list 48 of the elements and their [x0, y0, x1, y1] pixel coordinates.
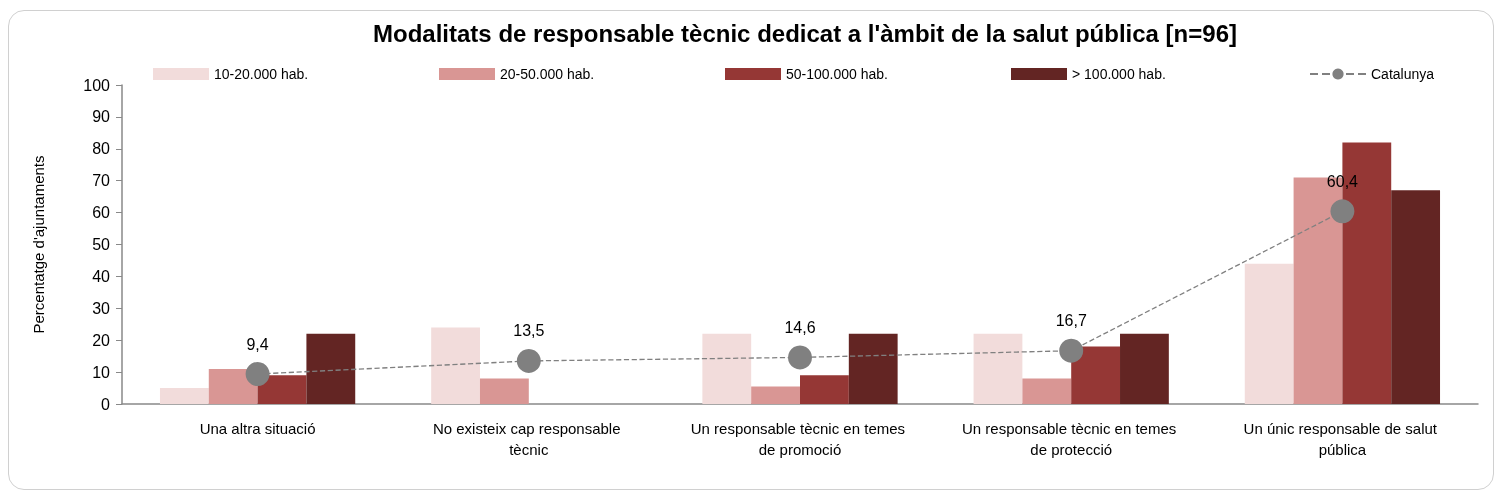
y-tick-label: 20 — [92, 331, 111, 349]
bar — [1391, 190, 1441, 404]
data-label: 60,4 — [1326, 172, 1359, 190]
y-tick-label: 50 — [92, 236, 111, 253]
bar — [751, 386, 800, 404]
y-tick-label: 40 — [92, 267, 111, 285]
x-tick-label: Un responsable tècnic en temes de protecció — [961, 420, 1181, 458]
point — [788, 345, 812, 370]
bar — [1071, 346, 1121, 404]
bar — [1244, 263, 1294, 404]
point — [245, 362, 270, 387]
x-tick-label: Una altra situació — [199, 420, 316, 437]
x-tick-label: No existeix cap responsable tècnic — [432, 420, 625, 458]
point — [516, 348, 541, 373]
data-label: 9,4 — [246, 335, 269, 353]
bar — [159, 388, 209, 404]
y-axis-title: Percentatge d'ajuntaments — [30, 155, 47, 334]
bar — [848, 333, 898, 404]
bar — [800, 375, 849, 404]
data-label: 14,6 — [784, 318, 816, 336]
x-tick-label: Un únic responsable de salut pública — [1243, 420, 1442, 458]
point — [1059, 338, 1084, 363]
y-tick-label: 30 — [92, 299, 111, 317]
legend-label: 10-20.000 hab. — [214, 66, 309, 82]
y-tick-label: 0 — [101, 395, 111, 413]
legend-label: > 100.000 hab. — [1072, 66, 1166, 82]
chart-title: Modalitats de responsable tècnic dedicat a l'àmbit de la salut pública [n=96] — [373, 19, 1237, 47]
y-tick-label: 70 — [92, 172, 111, 190]
bar — [431, 327, 480, 404]
legend-label: 50-100.000 hab. — [786, 66, 888, 82]
point — [1330, 199, 1355, 224]
data-label: 13,5 — [513, 322, 545, 340]
x-tick-label: Un responsable tècnic en temes de promoció — [690, 420, 910, 458]
bar — [479, 378, 529, 404]
y-tick-label: 100 — [83, 76, 111, 94]
bar — [257, 375, 307, 404]
data-label: 16,7 — [1055, 312, 1087, 330]
bar — [973, 333, 1023, 404]
bar — [702, 333, 752, 404]
bar — [1120, 333, 1169, 404]
y-tick-label: 90 — [92, 108, 111, 126]
y-tick-label: 80 — [92, 140, 111, 158]
bar — [306, 333, 356, 404]
bar — [1022, 378, 1072, 404]
y-tick-label: 10 — [92, 363, 111, 381]
legend-label: 20-50.000 hab. — [500, 66, 595, 82]
legend-label: Catalunya — [1371, 66, 1435, 82]
y-tick-label: 60 — [92, 204, 111, 222]
